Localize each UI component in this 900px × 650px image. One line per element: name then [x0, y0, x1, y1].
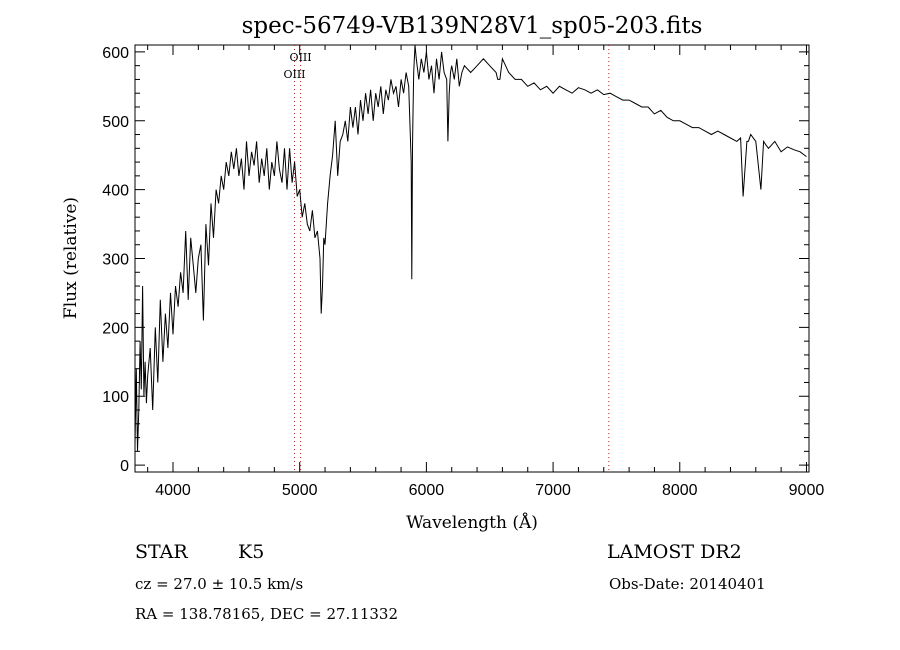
- emission-line-label: OIII: [290, 51, 312, 64]
- y-tick-label: 100: [102, 389, 129, 406]
- axis-ticks: [135, 45, 809, 472]
- y-tick-label: 500: [102, 114, 129, 131]
- spectrum-line: [134, 44, 807, 452]
- y-axis-label: Flux (relative): [61, 197, 81, 319]
- sky-coordinates: RA = 138.78165, DEC = 27.11332: [135, 605, 398, 623]
- survey-name: LAMOST DR2: [607, 541, 742, 563]
- spectral-subclass: K5: [238, 541, 264, 563]
- observation-date: Obs-Date: 20140401: [609, 575, 766, 593]
- y-tick-label: 400: [102, 183, 129, 200]
- axis-tick-labels: 4000 5000 6000 7000 8000 9000 0 100 200 300 400 500…: [102, 45, 824, 499]
- chart-title: spec-56749-VB139N28V1_sp05-203.fits: [242, 13, 703, 39]
- redshift-value: cz = 27.0 ± 10.5 km/s: [135, 575, 303, 593]
- object-class: STAR: [135, 541, 188, 563]
- x-tick-label: 8000: [662, 482, 698, 499]
- x-tick-label: 6000: [409, 482, 445, 499]
- emission-line-markers: OIII OIII: [283, 45, 610, 472]
- emission-line-label: OIII: [283, 68, 305, 81]
- x-tick-label: 4000: [155, 482, 191, 499]
- x-tick-label: 5000: [282, 482, 318, 499]
- y-tick-label: 600: [102, 45, 129, 62]
- y-tick-label: 200: [102, 320, 129, 337]
- x-axis-label: Wavelength (Å): [406, 512, 538, 533]
- y-tick-label: 0: [120, 458, 129, 475]
- y-tick-label: 300: [102, 252, 129, 269]
- x-tick-label: 9000: [789, 482, 825, 499]
- x-tick-label: 7000: [535, 482, 571, 499]
- plot-frame: [134, 44, 810, 473]
